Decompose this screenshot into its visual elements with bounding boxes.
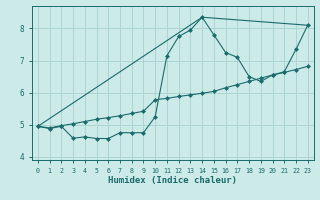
X-axis label: Humidex (Indice chaleur): Humidex (Indice chaleur) <box>108 176 237 185</box>
